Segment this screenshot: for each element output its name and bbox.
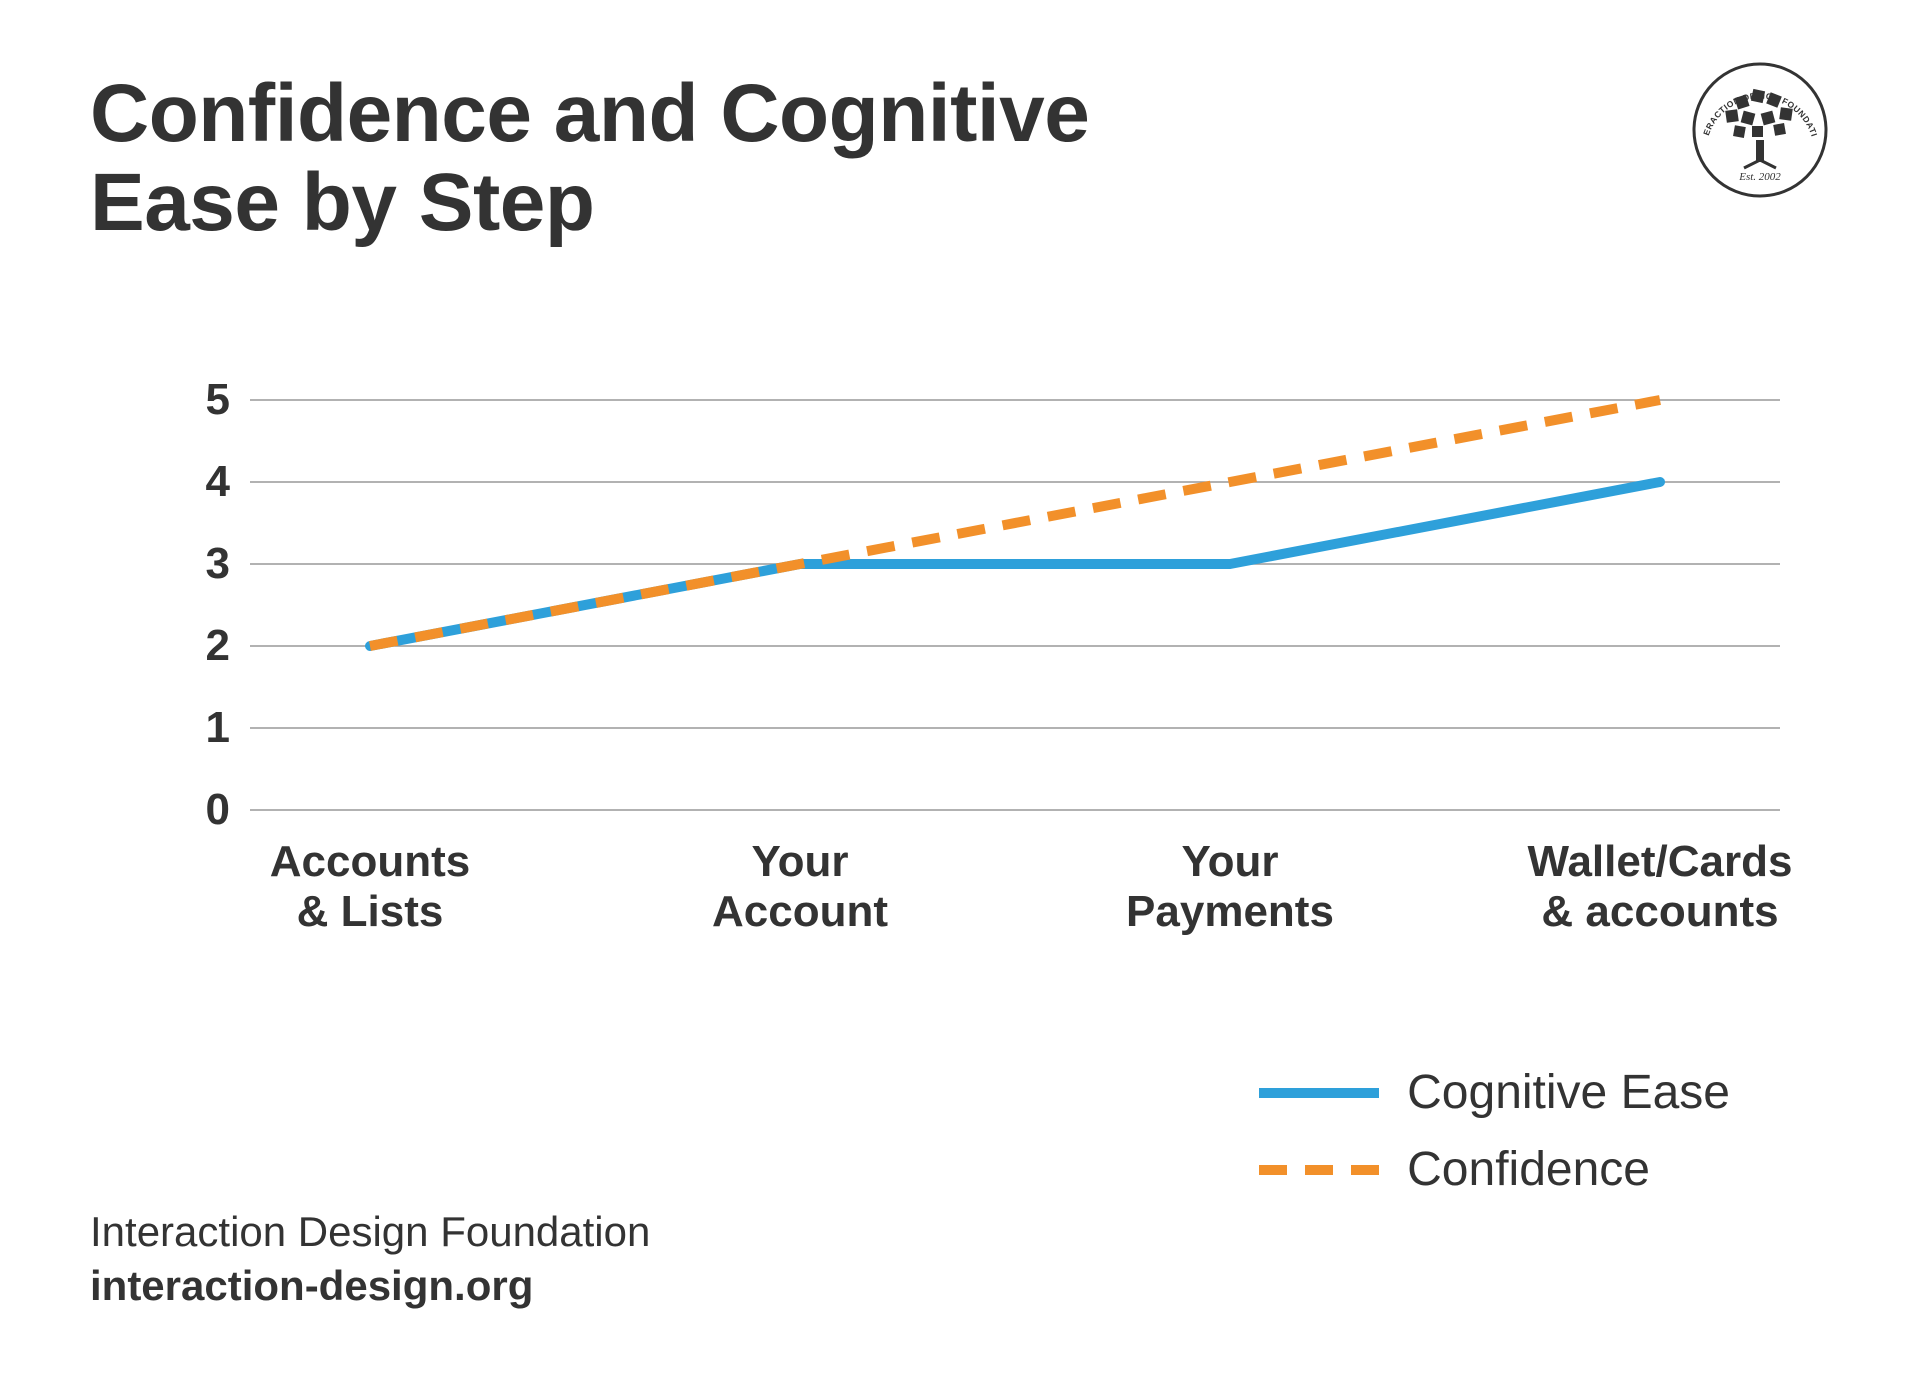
x-tick-label: Accounts: [270, 837, 470, 886]
x-tick-label: Account: [712, 887, 888, 936]
y-tick-label: 1: [206, 703, 230, 752]
y-tick-label: 0: [206, 785, 230, 834]
legend-label: Confidence: [1407, 1142, 1650, 1197]
legend-swatch: [1259, 1160, 1379, 1180]
line-chart: 012345Accounts& ListsYourAccountYourPaym…: [180, 380, 1800, 940]
x-tick-label: Your: [1182, 837, 1279, 886]
idf-logo: INTERACTION DESIGN FOUNDATION Est. 2002: [1690, 60, 1830, 200]
footer-url: interaction-design.org: [90, 1262, 650, 1310]
logo-est-text: Est. 2002: [1738, 171, 1781, 183]
y-tick-label: 2: [206, 621, 230, 670]
legend-swatch: [1259, 1083, 1379, 1103]
x-tick-label: & accounts: [1541, 887, 1778, 936]
x-tick-label: & Lists: [297, 887, 444, 936]
page: Confidence and Cognitive Ease by Step IN…: [0, 0, 1920, 1380]
footer: Interaction Design Foundation interactio…: [90, 1208, 650, 1310]
y-tick-label: 4: [206, 457, 231, 506]
legend-label: Cognitive Ease: [1407, 1065, 1730, 1120]
legend-item: Confidence: [1259, 1142, 1730, 1197]
chart-title: Confidence and Cognitive Ease by Step: [90, 70, 1290, 247]
legend-item: Cognitive Ease: [1259, 1065, 1730, 1120]
legend: Cognitive Ease Confidence: [1259, 1065, 1730, 1219]
y-tick-label: 5: [206, 375, 230, 424]
x-tick-label: Wallet/Cards: [1528, 837, 1793, 886]
x-tick-label: Your: [752, 837, 849, 886]
y-tick-label: 3: [206, 539, 230, 588]
footer-org: Interaction Design Foundation: [90, 1208, 650, 1256]
x-tick-label: Payments: [1126, 887, 1334, 936]
